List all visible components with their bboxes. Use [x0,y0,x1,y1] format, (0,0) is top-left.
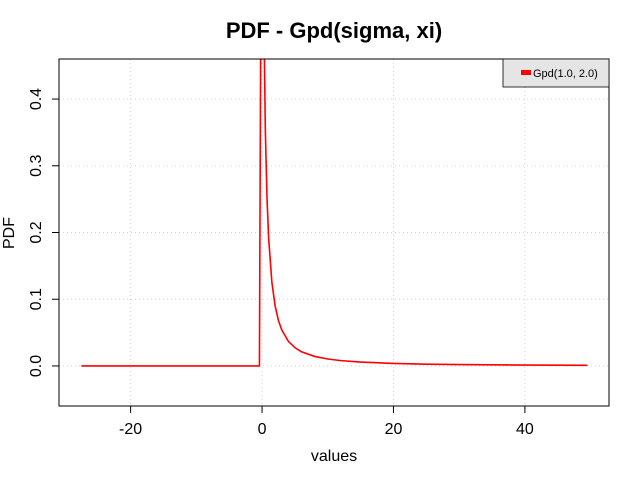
x-tick-label: 40 [516,421,534,438]
x-tick-label: 20 [385,421,403,438]
y-tick-label: 0.3 [28,155,45,177]
chart-title: PDF - Gpd(sigma, xi) [226,18,442,43]
x-tick-label: -20 [119,421,142,438]
x-tick-label: 0 [258,421,267,438]
data-line [81,59,588,367]
y-tick-label: 0.4 [28,88,45,110]
legend-box [502,58,610,88]
y-tick-label: 0.0 [28,355,45,377]
axes: -20 0 20 40 0.0 0.1 0.2 0.3 0.4 [28,88,534,438]
y-axis-label: PDF [1,217,18,249]
plot-frame [58,58,610,407]
plot-area [81,59,588,367]
y-tick-label: 0.2 [28,221,45,243]
legend-swatch [521,70,531,75]
legend-label: Gpd(1.0, 2.0) [533,68,598,80]
y-tick-label: 0.1 [28,288,45,310]
legend: Gpd(1.0, 2.0) [502,58,610,88]
grid [59,59,609,406]
x-axis-label: values [311,448,357,465]
